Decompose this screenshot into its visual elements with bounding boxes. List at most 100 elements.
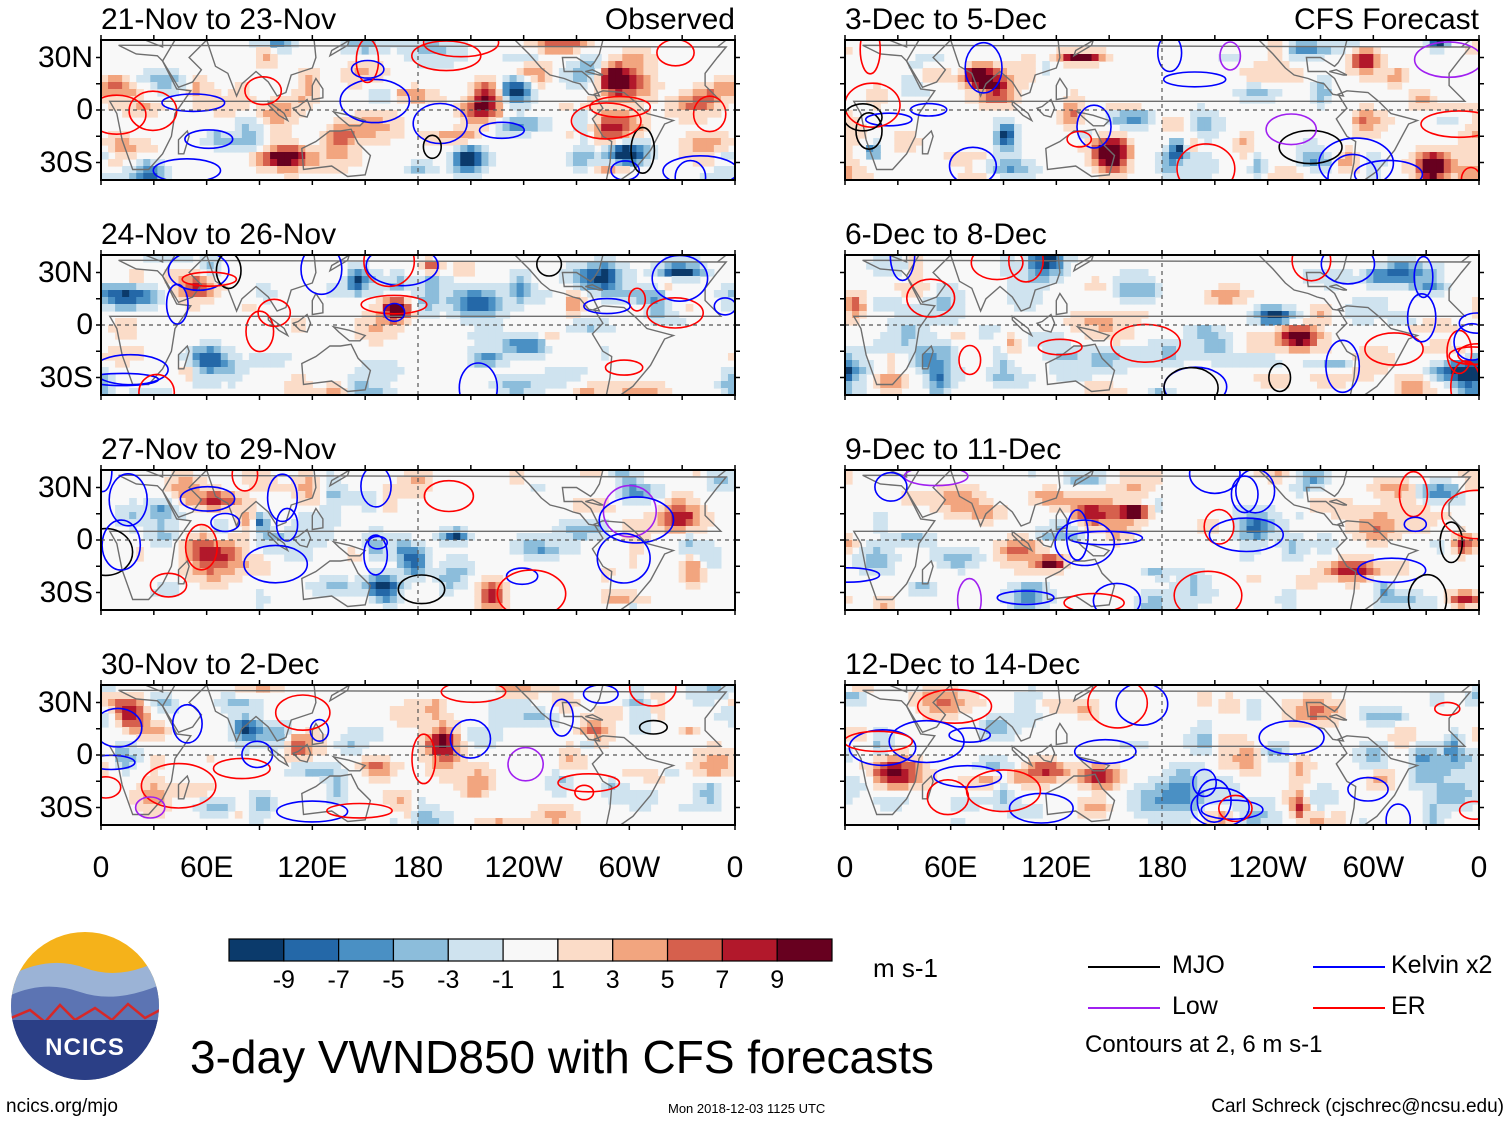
field-cell xyxy=(1119,318,1128,326)
field-cell xyxy=(1373,353,1381,361)
field-cell xyxy=(1260,166,1269,174)
field-cell xyxy=(206,804,215,812)
field-cell xyxy=(1457,470,1466,478)
field-cell xyxy=(1126,325,1135,333)
field-cell xyxy=(706,96,715,104)
field-cell xyxy=(354,491,363,499)
field-cell xyxy=(298,526,306,534)
field-cell xyxy=(516,353,525,361)
field-cell xyxy=(1471,353,1479,361)
field-cell xyxy=(410,166,419,174)
field-cell xyxy=(608,117,616,125)
field-cell xyxy=(206,103,215,111)
field-cell xyxy=(636,713,645,721)
field-cell xyxy=(537,484,546,492)
field-cell xyxy=(368,734,377,742)
field-cell xyxy=(340,734,349,742)
field-cell xyxy=(1091,470,1100,478)
field-cell xyxy=(978,325,987,333)
field-cell xyxy=(101,762,109,770)
field-cell xyxy=(1359,311,1367,319)
field-cell xyxy=(971,96,980,104)
field-cell xyxy=(572,367,581,375)
field-cell xyxy=(284,173,292,180)
field-cell xyxy=(403,283,412,291)
field-cell xyxy=(551,526,560,534)
field-cell xyxy=(474,159,482,167)
field-cell xyxy=(248,818,257,825)
field-cell xyxy=(460,533,468,541)
field-cell xyxy=(999,374,1008,382)
field-cell xyxy=(1105,325,1114,333)
field-cell xyxy=(220,131,229,139)
field-cell xyxy=(572,145,581,153)
field-cell xyxy=(713,82,722,90)
field-cell xyxy=(565,526,574,534)
field-cell xyxy=(263,512,271,520)
field-cell xyxy=(1225,346,1234,354)
field-cell xyxy=(622,110,630,118)
field-cell xyxy=(375,776,384,784)
field-cell xyxy=(629,145,637,153)
field-cell xyxy=(873,374,881,382)
field-cell xyxy=(1471,103,1479,111)
field-cell xyxy=(1246,311,1255,319)
field-cell xyxy=(1098,152,1107,160)
field-cell xyxy=(178,561,187,569)
field-cell xyxy=(1119,110,1128,118)
field-cell xyxy=(1007,360,1015,368)
field-cell xyxy=(1225,339,1234,347)
field-cell xyxy=(213,381,222,389)
field-cell xyxy=(922,68,931,76)
field-cell xyxy=(115,706,123,714)
field-cell xyxy=(263,547,271,555)
field-cell xyxy=(1394,255,1403,263)
field-cell xyxy=(199,346,208,354)
field-cell xyxy=(873,297,881,305)
field-cell xyxy=(643,75,652,83)
field-cell xyxy=(1119,290,1128,298)
field-cell xyxy=(565,783,574,791)
field-cell xyxy=(241,124,250,132)
field-cell xyxy=(234,117,243,125)
field-cell xyxy=(530,720,539,728)
contour-kelvin-x2 xyxy=(1353,159,1424,180)
field-cell xyxy=(101,96,109,104)
field-cell xyxy=(852,138,860,146)
field-cell xyxy=(101,304,109,312)
field-cell xyxy=(439,533,447,541)
field-cell xyxy=(1098,470,1107,478)
field-cell xyxy=(1415,173,1424,180)
field-cell xyxy=(171,283,180,291)
field-cell xyxy=(474,727,482,735)
field-cell xyxy=(312,769,320,777)
field-cell xyxy=(1014,381,1022,389)
field-cell xyxy=(1239,131,1248,139)
field-cell xyxy=(425,304,433,312)
field-cell xyxy=(1309,374,1318,382)
field-cell xyxy=(347,269,356,277)
field-cell xyxy=(1366,311,1374,319)
field-cell xyxy=(150,145,158,153)
field-cell xyxy=(1394,311,1403,319)
field-cell xyxy=(685,491,694,499)
field-cell xyxy=(936,346,945,354)
field-cell xyxy=(192,561,201,569)
field-cell xyxy=(1014,173,1022,180)
field-cell xyxy=(1408,103,1417,111)
field-cell xyxy=(453,297,461,305)
field-cell xyxy=(467,790,475,798)
field-cell xyxy=(1098,145,1107,153)
field-cell xyxy=(488,603,497,610)
field-cell xyxy=(368,589,377,597)
field-cell xyxy=(1429,283,1438,291)
field-cell xyxy=(629,797,637,805)
field-cell xyxy=(291,547,299,555)
field-cell xyxy=(727,374,735,382)
field-cell xyxy=(481,589,490,597)
field-cell xyxy=(333,776,342,784)
field-cell xyxy=(234,699,243,707)
field-cell xyxy=(565,540,574,548)
field-cell xyxy=(410,561,419,569)
field-cell xyxy=(908,360,917,368)
